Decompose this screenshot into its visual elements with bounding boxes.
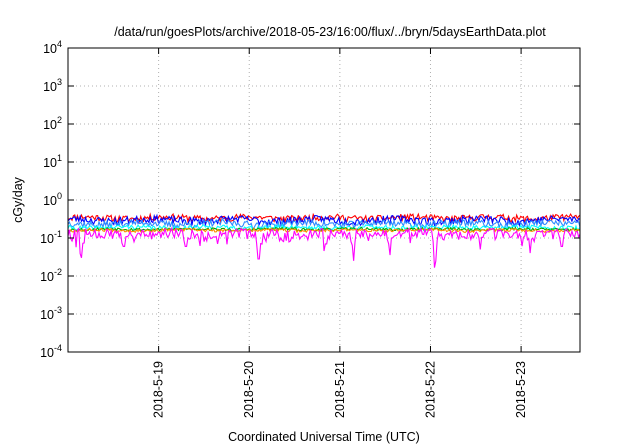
x-axis: 2018-5-19 2018-5-20 2018-5-21 2018-5-22 2018… [152,48,528,418]
x-tick-label: 2018-5-23 [514,361,528,418]
series-line [67,223,581,232]
y-tick-label-base: 10 [40,232,54,246]
y-tick-label-exponent: 3 [57,77,62,87]
y-tick-label-exponent: -3 [54,305,62,315]
y-tick-label-base: 10 [40,308,54,322]
y-tick-label: 10-1 [40,229,62,246]
y-tick-label-base: 10 [43,156,57,170]
x-tick-label: 2018-5-20 [242,361,256,418]
y-tick-label-exponent: 4 [57,39,62,49]
y-tick-label-base: 10 [40,346,54,360]
y-tick-label-base: 10 [43,42,57,56]
y-tick-label: 103 [43,77,62,94]
x-axis-label: Coordinated Universal Time (UTC) [228,430,420,444]
grid-lines [68,48,580,352]
y-tick-label-exponent: 1 [57,153,62,163]
series-line [67,226,581,268]
y-tick-label: 101 [43,153,62,170]
y-tick-label: 104 [43,39,62,56]
x-tick-label: 2018-5-19 [152,361,166,418]
y-tick-label-base: 10 [43,80,57,94]
y-tick-label: 102 [43,115,62,132]
y-tick-label-exponent: -1 [54,229,62,239]
y-tick-label: 10-2 [40,267,62,284]
y-tick-label: 10-4 [40,343,62,360]
chart-title: /data/run/goesPlots/archive/2018-05-23/1… [114,25,546,39]
x-tick-label: 2018-5-21 [333,361,347,418]
x-tick-label: 2018-5-22 [423,361,437,418]
series-line [67,218,581,231]
y-tick-label-exponent: 0 [57,191,62,201]
y-tick-label-exponent: 2 [57,115,62,125]
series-line [67,227,581,234]
y-tick-label: 100 [43,191,62,208]
y-tick-label-base: 10 [40,270,54,284]
y-tick-label-base: 10 [43,118,57,132]
y-tick-label-exponent: -2 [54,267,62,277]
series-group [67,212,581,268]
y-axis-label: cGy/day [11,176,25,223]
y-tick-label: 10-3 [40,305,62,322]
y-tick-label-base: 10 [43,194,57,208]
y-tick-label-exponent: -4 [54,343,62,353]
